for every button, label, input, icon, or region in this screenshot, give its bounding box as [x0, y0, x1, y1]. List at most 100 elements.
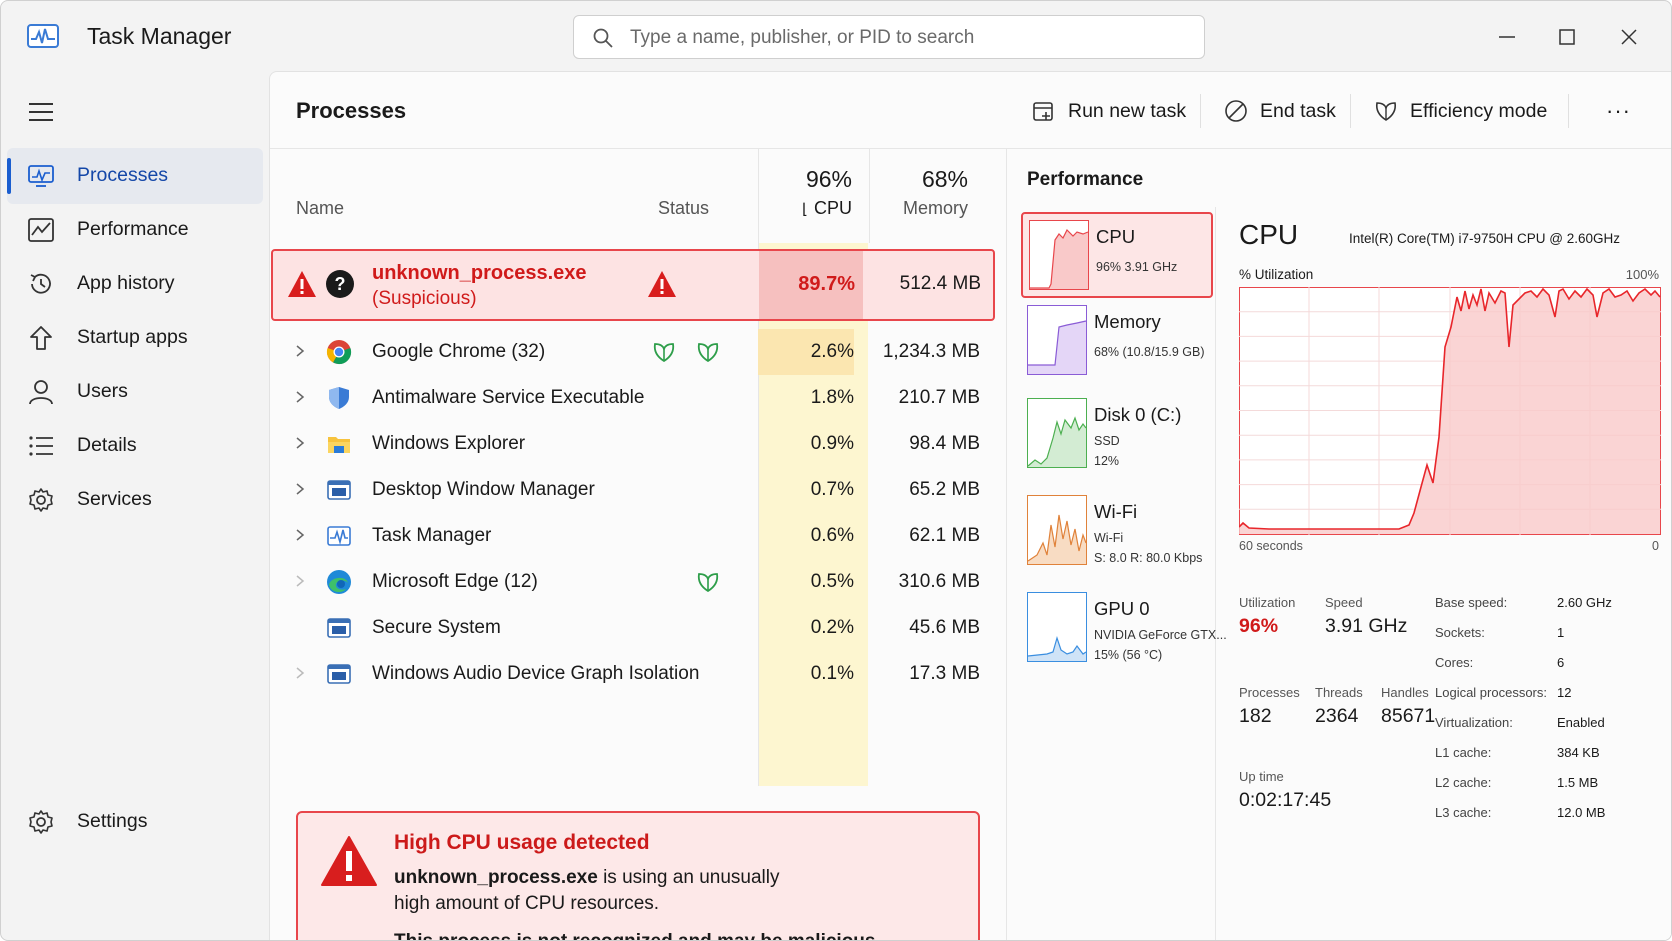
cpu-total-percent: 96%	[805, 166, 852, 192]
end-task-button[interactable]: End task	[1224, 92, 1336, 130]
sidebar-item-processes[interactable]: Processes	[7, 148, 263, 204]
column-header-status[interactable]: Status	[658, 198, 710, 218]
process-suspicious-tag: (Suspicious)	[372, 288, 477, 309]
perf-card-title: GPU 0	[1094, 598, 1150, 619]
table-row[interactable]: Task Manager 0.6% 62.1 MB	[270, 513, 993, 559]
window-icon	[327, 480, 351, 500]
search-box[interactable]	[573, 15, 1205, 59]
sidebar-item-app-history[interactable]: App history	[7, 256, 263, 312]
app-title: Task Manager	[87, 23, 232, 49]
perf-card-title: Memory	[1094, 311, 1161, 332]
spec-value: Enabled	[1557, 715, 1605, 730]
column-header-cpu[interactable]: ⌊ CPU	[800, 198, 852, 219]
stat-utilization: 96%	[1239, 615, 1279, 637]
more-options-button[interactable]: ···	[1606, 98, 1631, 123]
utilization-max-label: 100%	[1625, 267, 1659, 282]
toolbar-divider	[1200, 94, 1201, 128]
status-warning-icon	[648, 271, 676, 297]
sidebar-item-label: Processes	[77, 164, 169, 186]
perf-card-memory[interactable]: Memory 68% (10.8/15.9 GB)	[1021, 299, 1213, 385]
spec-label: Virtualization:	[1435, 715, 1513, 730]
app-history-icon	[30, 273, 51, 294]
chrome-icon	[326, 340, 352, 365]
table-row[interactable]: Antimalware Service Executable 1.8% 210.…	[270, 375, 993, 421]
perf-card-gpu[interactable]: GPU 0 NVIDIA GeForce GTX... 15% (56 °C)	[1021, 586, 1227, 672]
stat-label-uptime: Up time	[1239, 769, 1284, 784]
hamburger-menu-icon[interactable]	[27, 101, 55, 123]
perf-card-cpu[interactable]: CPU 96% 3.91 GHz	[1021, 212, 1213, 298]
process-memory: 1,234.3 MB	[882, 341, 980, 362]
chevron-right-icon[interactable]	[294, 574, 306, 588]
sidebar-item-label: Settings	[77, 810, 148, 832]
spec-label: Logical processors:	[1435, 685, 1547, 700]
search-input[interactable]	[630, 24, 1190, 52]
performance-icon	[28, 218, 54, 242]
alert-message-line1: unknown_process.exe is using an unusuall…	[394, 867, 779, 889]
stat-handles: 85671	[1381, 705, 1436, 727]
close-icon	[1621, 29, 1637, 45]
high-cpu-alert: High CPU usage detected unknown_process.…	[296, 811, 980, 940]
perf-card-title: Wi-Fi	[1094, 501, 1138, 522]
page-title: Processes	[296, 98, 407, 123]
efficiency-mode-button[interactable]: Efficiency mode	[1374, 92, 1547, 130]
folder-icon	[328, 437, 350, 453]
spec-label: L2 cache:	[1435, 775, 1492, 790]
sidebar-item-users[interactable]: Users	[7, 364, 263, 420]
sidebar-item-label: Startup apps	[77, 326, 188, 348]
minimize-button[interactable]	[1487, 19, 1527, 55]
perf-card-wifi[interactable]: Wi-Fi Wi-Fi S: 8.0 R: 80.0 Kbps	[1021, 489, 1213, 575]
stat-label-processes: Processes	[1239, 685, 1300, 700]
stat-label-speed: Speed	[1325, 595, 1363, 610]
process-cpu: 0.1%	[810, 663, 854, 684]
close-button[interactable]	[1609, 19, 1649, 55]
table-row[interactable]: Secure System 0.2% 45.6 MB	[270, 605, 993, 651]
perf-card-sub: 96% 3.91 GHz	[1096, 260, 1178, 274]
run-new-task-button[interactable]: Run new task	[1032, 92, 1186, 130]
end-task-label: End task	[1260, 99, 1336, 122]
process-memory: 512.4 MB	[899, 273, 981, 294]
sidebar-item-startup-apps[interactable]: Startup apps	[7, 310, 263, 366]
sidebar-item-label: App history	[77, 272, 175, 294]
sidebar-item-details[interactable]: Details	[7, 418, 263, 474]
chevron-right-icon[interactable]	[294, 436, 306, 450]
run-new-task-label: Run new task	[1068, 99, 1187, 122]
memory-total-percent: 68%	[921, 166, 968, 192]
process-name: Windows Audio Device Graph Isolation	[372, 663, 700, 684]
shield-icon	[329, 387, 349, 409]
table-row[interactable]: Windows Audio Device Graph Isolation 0.1…	[270, 651, 993, 697]
process-cpu: 0.2%	[810, 617, 854, 638]
table-row[interactable]: Google Chrome (32) 2.6% 1,234.3 MB	[270, 329, 993, 375]
chevron-right-icon[interactable]	[294, 666, 306, 680]
sidebar-item-performance[interactable]: Performance	[7, 202, 263, 258]
chevron-right-icon[interactable]	[294, 528, 306, 542]
sidebar-item-services[interactable]: Services	[7, 472, 263, 528]
run-new-task-icon	[1033, 102, 1053, 121]
chevron-right-icon[interactable]	[294, 344, 306, 358]
column-header-memory[interactable]: Memory	[902, 198, 968, 218]
perf-card-disk[interactable]: Disk 0 (C:) SSD 12%	[1021, 392, 1213, 478]
task-manager-icon	[327, 526, 351, 546]
table-row[interactable]: Desktop Window Manager 0.7% 65.2 MB	[270, 467, 993, 513]
maximize-button[interactable]	[1547, 19, 1587, 55]
spec-label: Cores:	[1435, 655, 1474, 670]
table-row[interactable]: Windows Explorer 0.9% 98.4 MB	[270, 421, 993, 467]
chevron-right-icon[interactable]	[294, 390, 306, 404]
process-name: Task Manager	[372, 525, 492, 546]
table-row[interactable]: Microsoft Edge (12) 0.5% 310.6 MB	[270, 559, 993, 605]
startup-apps-icon	[30, 326, 52, 350]
efficiency-mode-label: Efficiency mode	[1410, 99, 1548, 122]
search-icon	[593, 28, 613, 48]
perf-card-sub: 12%	[1094, 454, 1120, 468]
sidebar-item-settings[interactable]: Settings	[7, 794, 263, 850]
suspicious-process-row[interactable]: ? unknown_process.exe (Suspicious) 89.7%…	[271, 249, 995, 321]
sidebar-item-label: Details	[77, 434, 137, 456]
process-cpu: 89.7%	[798, 273, 855, 295]
process-name: Windows Explorer	[372, 433, 526, 454]
alert-malicious-note: This process is not recognized and may b…	[394, 931, 881, 940]
header-divider	[270, 148, 1671, 149]
memory-thumbnail-graph	[1027, 305, 1087, 375]
column-header-name[interactable]: Name	[296, 198, 345, 218]
chevron-right-icon[interactable]	[294, 482, 306, 496]
perf-card-title: Disk 0 (C:)	[1094, 404, 1182, 425]
